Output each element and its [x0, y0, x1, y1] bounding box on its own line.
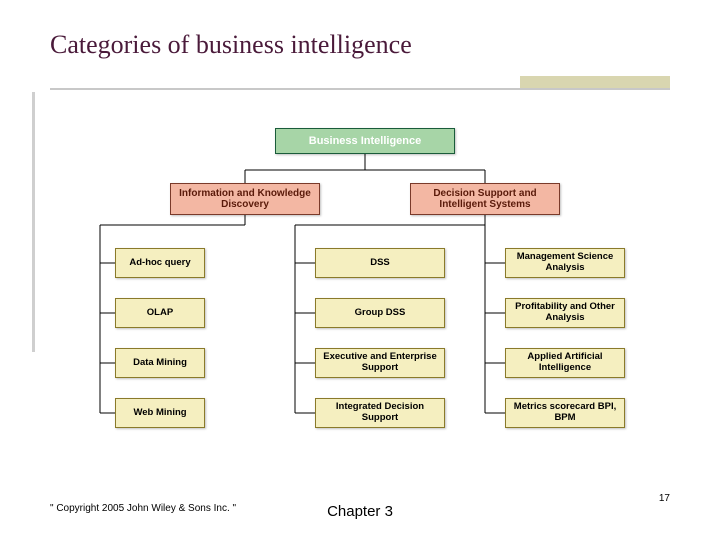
node-r1: Management Science Analysis [505, 248, 625, 278]
node-catR: Decision Support and Intelligent Systems [410, 183, 560, 215]
node-catL: Information and Knowledge Discovery [170, 183, 320, 215]
node-l1: Ad-hoc query [115, 248, 205, 278]
node-r4: Metrics scorecard BPI, BPM [505, 398, 625, 428]
footer-page: 17 [659, 493, 670, 504]
node-m1: DSS [315, 248, 445, 278]
node-m4: Integrated Decision Support [315, 398, 445, 428]
node-r3: Applied Artificial Intelligence [505, 348, 625, 378]
slide-title: Categories of business intelligence [50, 30, 670, 60]
node-m3: Executive and Enterprise Support [315, 348, 445, 378]
node-l3: Data Mining [115, 348, 205, 378]
node-root: Business Intelligence [275, 128, 455, 154]
title-rule [50, 88, 670, 90]
accent-bar [520, 76, 670, 88]
footer-chapter: Chapter 3 [0, 503, 720, 520]
node-l4: Web Mining [115, 398, 205, 428]
node-r2: Profitability and Other Analysis [505, 298, 625, 328]
bi-diagram: Business Intelligence Information and Kno… [95, 128, 635, 458]
node-l2: OLAP [115, 298, 205, 328]
left-rule [32, 92, 35, 352]
node-m2: Group DSS [315, 298, 445, 328]
